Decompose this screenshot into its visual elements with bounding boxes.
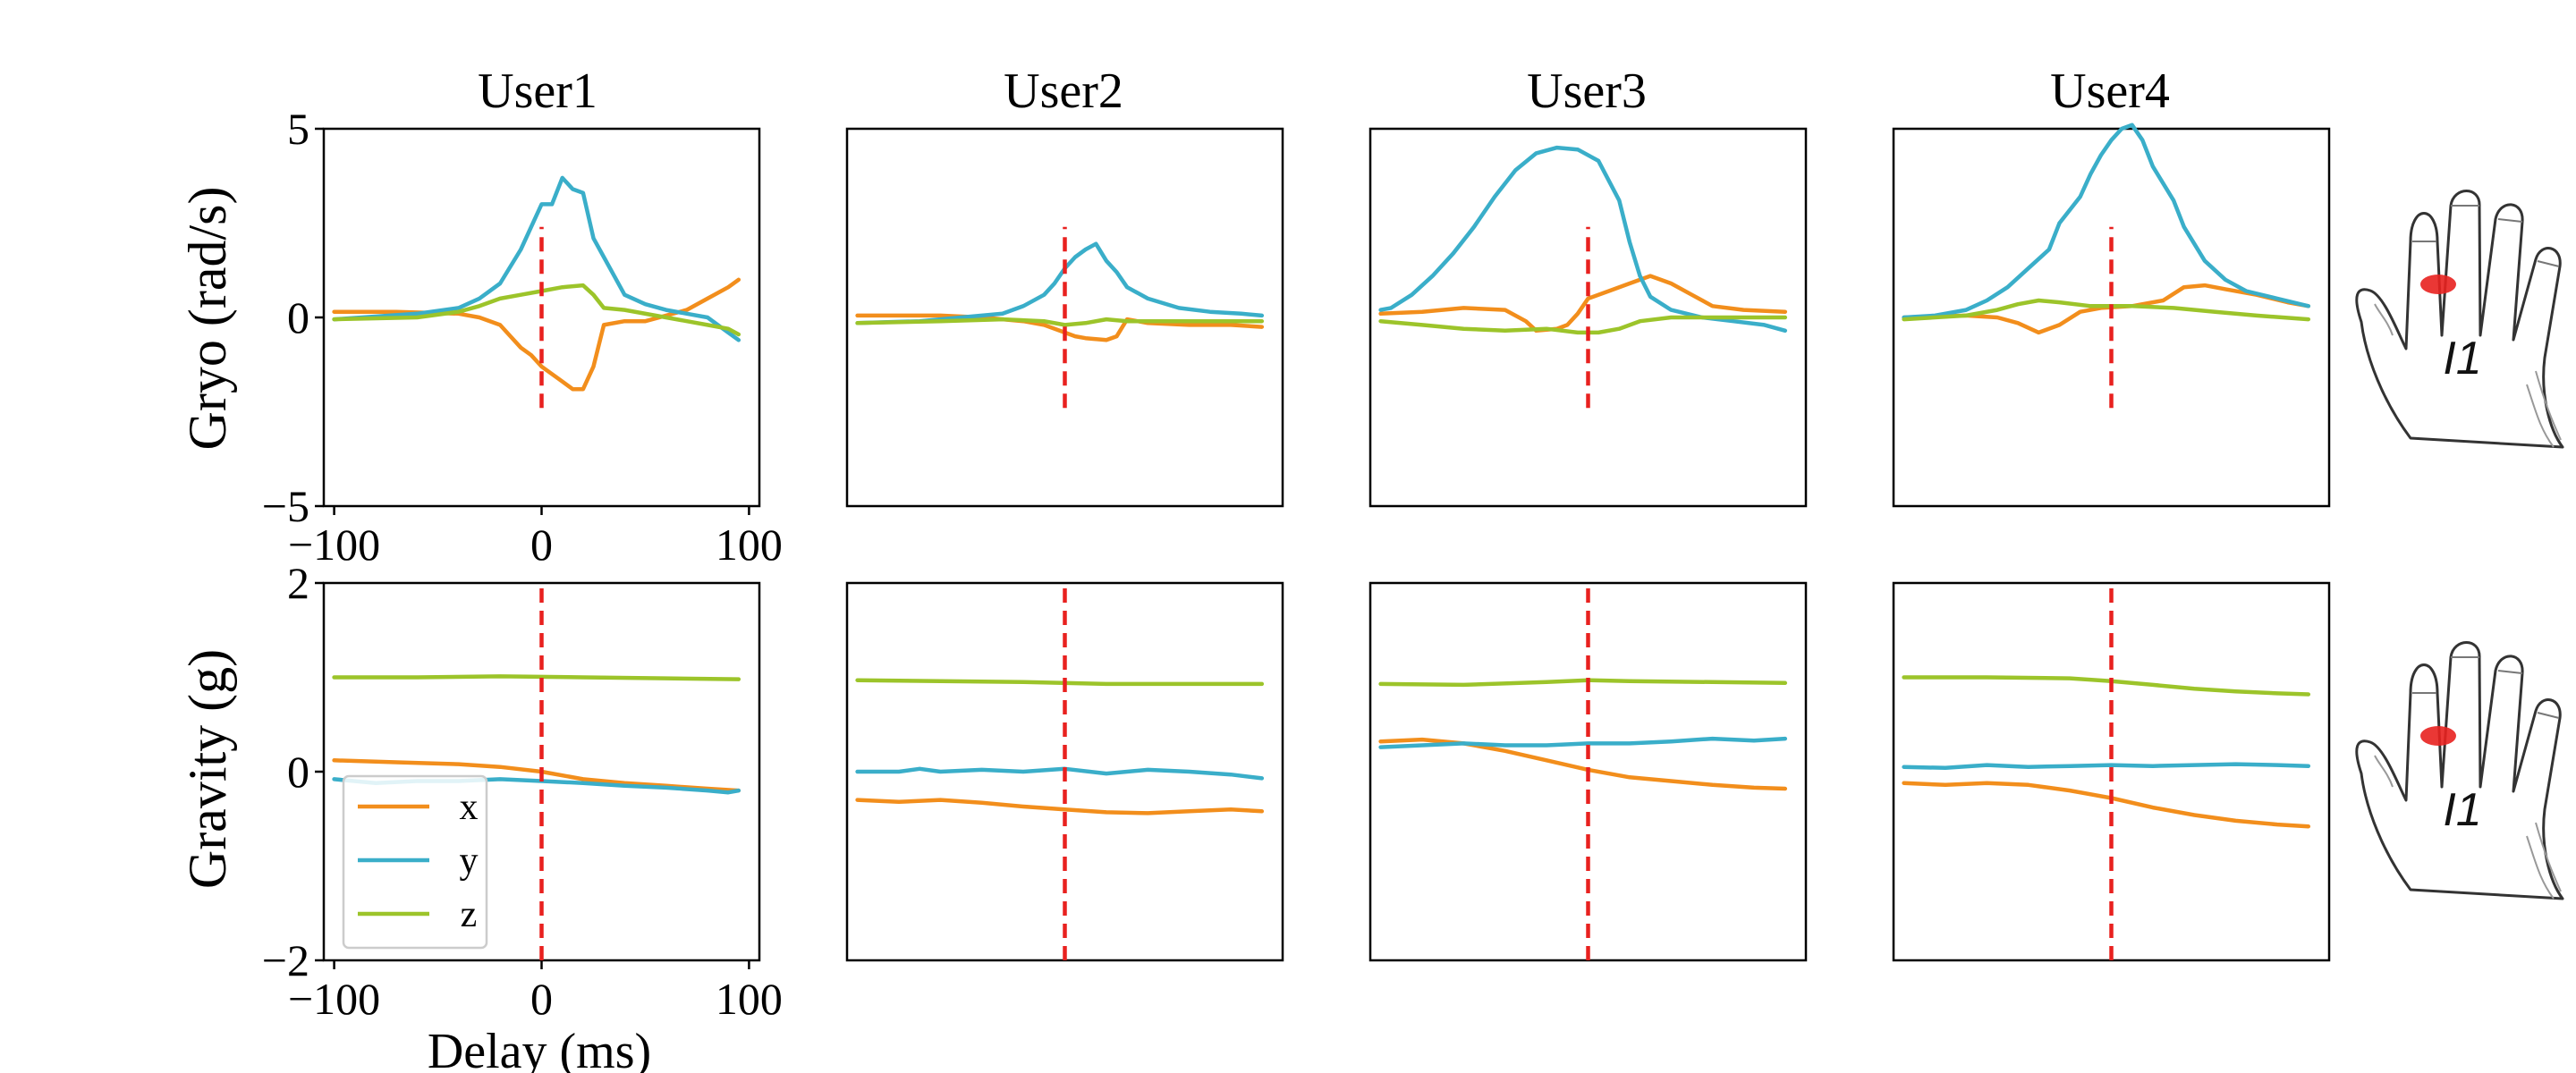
y-tick-label: 5 bbox=[287, 104, 309, 154]
y-tick-label: −5 bbox=[262, 481, 309, 531]
panel-top-user1: −5 0 5 −100 0 100 bbox=[262, 104, 783, 570]
panel-bottom-user2 bbox=[845, 581, 1284, 962]
series-line-z bbox=[332, 283, 741, 337]
series-line-y bbox=[1378, 145, 1788, 334]
column-title-user4: User4 bbox=[2050, 63, 2170, 119]
hand-illustration-top: I1 bbox=[2355, 190, 2564, 449]
series-line-x bbox=[1902, 781, 2311, 829]
panel-top-user2 bbox=[845, 127, 1284, 508]
y-tick-label: 2 bbox=[287, 558, 309, 608]
x-tick-label: −100 bbox=[288, 974, 380, 1024]
legend-label-x: x bbox=[460, 787, 479, 828]
series-line-x bbox=[1378, 737, 1788, 791]
panel-top-user4 bbox=[1892, 123, 2331, 508]
hand-label: I1 bbox=[2443, 784, 2481, 836]
series-line-x bbox=[332, 277, 741, 392]
x-tick-label: 100 bbox=[716, 520, 783, 570]
column-title-user1: User1 bbox=[478, 63, 597, 119]
panel-top-user3 bbox=[1368, 127, 1808, 508]
legend-label-y: y bbox=[460, 841, 479, 882]
panel-bottom-user3 bbox=[1368, 581, 1808, 962]
series-line-z bbox=[1378, 315, 1788, 335]
series-line-y bbox=[1378, 736, 1788, 749]
hand-icon bbox=[2355, 190, 2564, 449]
ring-marker bbox=[2420, 275, 2456, 294]
hand-illustration-bottom: I1 bbox=[2355, 641, 2564, 900]
series-line-x bbox=[1378, 274, 1788, 334]
y-tick-label: −2 bbox=[262, 935, 309, 985]
ring-marker bbox=[2420, 726, 2456, 746]
x-tick-label: 0 bbox=[530, 520, 553, 570]
top-y-axis-label: Gryo (rad/s) bbox=[178, 187, 237, 451]
column-titles: User1 User2 User3 User4 bbox=[478, 63, 2170, 119]
y-tick-label: 0 bbox=[287, 747, 309, 797]
series-line-z bbox=[1902, 298, 2311, 322]
plot-frame bbox=[1368, 127, 1808, 508]
series-line-y bbox=[855, 766, 1265, 781]
column-title-user2: User2 bbox=[1004, 63, 1123, 119]
series-line-z bbox=[855, 678, 1265, 687]
bottom-y-axis-label: Gravity (g) bbox=[178, 649, 237, 889]
x-axis-label: Delay (ms) bbox=[428, 1024, 651, 1073]
x-tick-label: −100 bbox=[288, 520, 380, 570]
hand-icon bbox=[2355, 641, 2564, 900]
series-line-x bbox=[855, 798, 1265, 815]
x-tick-label: 100 bbox=[716, 974, 783, 1024]
series-line-z bbox=[1378, 678, 1788, 688]
legend: xyz bbox=[342, 774, 488, 950]
x-tick-label: 0 bbox=[530, 974, 553, 1024]
column-title-user3: User3 bbox=[1527, 63, 1647, 119]
legend-label-z: z bbox=[461, 894, 478, 935]
hand-label: I1 bbox=[2443, 333, 2481, 384]
y-tick-label: 0 bbox=[287, 292, 309, 342]
series-line-y bbox=[1902, 123, 2311, 320]
plot-frame bbox=[845, 127, 1284, 508]
series-line-z bbox=[332, 674, 741, 681]
series-line-y bbox=[855, 241, 1265, 325]
panel-bottom-user4 bbox=[1892, 581, 2331, 962]
plot-frame bbox=[1892, 127, 2331, 508]
series-line-y bbox=[1902, 762, 2311, 771]
panel-bottom-user1: −2 0 2 −100 0 100 xyz bbox=[262, 558, 783, 1024]
series-line-z bbox=[855, 317, 1265, 327]
series-line-z bbox=[1902, 675, 2311, 697]
series-line-y bbox=[332, 175, 741, 342]
